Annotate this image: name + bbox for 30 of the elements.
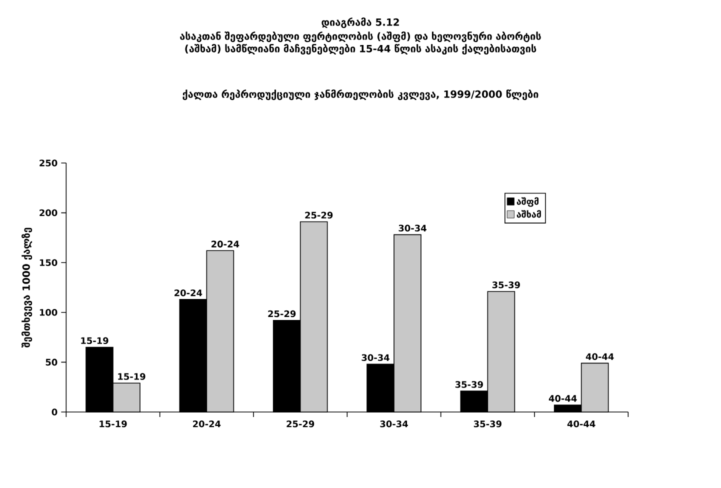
x-tick-label: 15-19 (100, 420, 127, 428)
y-tick-label: 200 (40, 209, 58, 216)
data-label: 20-24 (174, 289, 202, 296)
x-tick-label: 30-34 (380, 420, 408, 428)
y-tick-label: 50 (46, 358, 58, 366)
y-tick-label: 250 (40, 160, 58, 166)
x-tick-label: 35-39 (474, 420, 502, 428)
y-tick-label: 150 (40, 259, 58, 266)
data-label: 35-39 (455, 381, 483, 388)
data-label: 15-19 (118, 373, 146, 380)
chart-subtitle: ასაკთან შეფარდებული ფერტილობის (აშფმ) და ხელოვნური აბორტის (აშხამ) სამწლიანი მაჩვენებლები 15-44 წლის ასაკის ქალებისათვის (180, 32, 541, 55)
chart-title: დიაგრამა 5.12 (322, 18, 399, 28)
data-label: 15-19 (81, 337, 108, 344)
x-tick-label: 40-44 (567, 420, 596, 428)
data-label: 25-29 (268, 310, 296, 318)
data-label: 30-34 (362, 354, 390, 361)
x-tick-label: 25-29 (286, 420, 314, 428)
data-label: 40-44 (586, 353, 614, 360)
text: ქალთა რეპროდუქციული ჯანმრთელობის კვლევა, 1999/2000 წლები (182, 90, 538, 100)
data-label: 20-24 (212, 240, 240, 248)
data-label: 40-44 (548, 395, 577, 402)
legend-label: აშხამ (516, 210, 541, 218)
data-label: 35-39 (492, 282, 520, 288)
data-label: 25-29 (305, 212, 333, 219)
y-axis-title: შემთხვევა 1000 ქალზე (22, 228, 32, 348)
data-label: 30-34 (398, 224, 426, 232)
x-tick-label: 20-24 (193, 420, 221, 428)
y-tick-label: 0 (52, 408, 58, 416)
y-tick-label: 100 (40, 309, 58, 316)
legend-label: აშფმ (516, 197, 538, 207)
